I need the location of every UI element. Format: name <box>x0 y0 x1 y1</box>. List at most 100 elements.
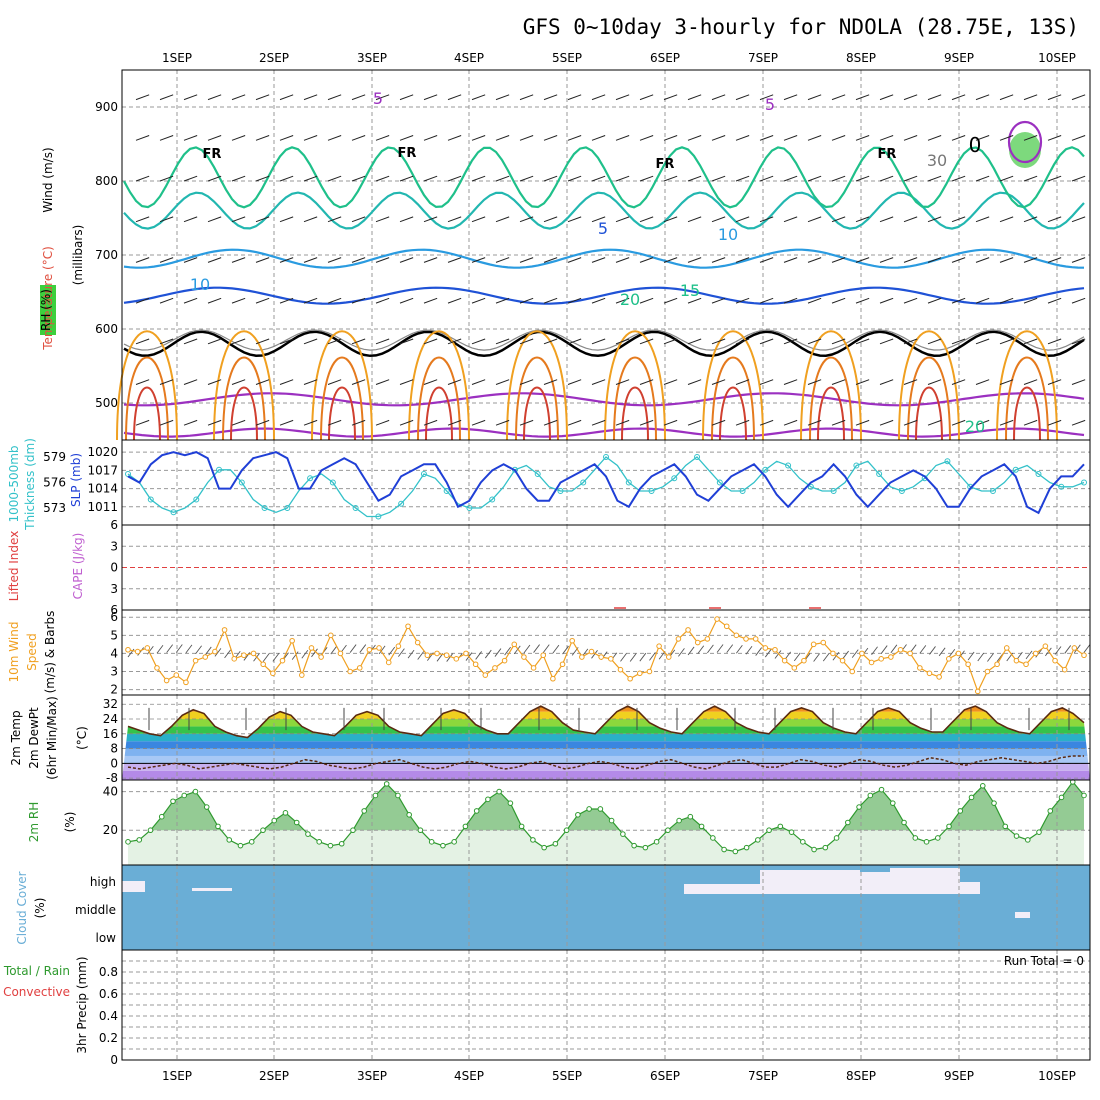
date-label-bottom: 9SEP <box>944 1069 974 1083</box>
wind-speed-point <box>579 654 585 660</box>
surface-wind-barb <box>224 649 231 659</box>
contour-label: 10 <box>190 275 210 294</box>
stability-tick: 3 <box>110 582 118 596</box>
rh-point <box>473 808 480 814</box>
surface-wind-barb <box>620 653 627 662</box>
wind-barb <box>231 379 246 385</box>
surface-wind-barb <box>851 649 859 658</box>
surface-wind-barb <box>764 648 772 658</box>
wind-barb <box>783 379 798 385</box>
wind-speed-point <box>318 654 324 660</box>
warm-dome <box>425 386 453 441</box>
surface-wind-barb <box>1025 650 1033 660</box>
wind-barb <box>663 216 678 223</box>
temp-band <box>122 755 1090 764</box>
wind-barb <box>711 94 726 101</box>
wind-barb <box>471 419 486 426</box>
surface-wind-barb <box>311 648 318 658</box>
wind-barb <box>855 338 870 345</box>
wind-barb <box>255 257 270 263</box>
temp-band <box>122 711 1090 720</box>
warm-dome <box>320 356 364 441</box>
thickness-point <box>489 496 496 503</box>
wind-barb <box>279 175 294 182</box>
panel-frame-precip <box>121 949 1091 1061</box>
wind-barb <box>279 94 294 101</box>
thickness-point <box>466 505 473 511</box>
wind-barb <box>183 175 198 182</box>
temp-tick: 32 <box>103 697 118 711</box>
wind-barb <box>927 419 942 426</box>
clear-sky-gap <box>192 888 232 891</box>
wind-barb <box>735 419 750 426</box>
wind-barb <box>615 94 630 101</box>
wind-speed-point <box>376 645 382 651</box>
wind-barb <box>879 338 894 345</box>
wind-barb <box>447 216 462 223</box>
wind-barb <box>183 338 198 345</box>
wind-barb <box>567 338 582 345</box>
thickness-point <box>648 488 655 494</box>
wind-barb <box>159 216 174 223</box>
warm-dome <box>604 330 666 441</box>
wind-barb <box>903 379 918 385</box>
thickness-point <box>238 479 245 486</box>
surface-wind-barb <box>629 653 637 662</box>
wind-barb <box>159 297 174 304</box>
wind-speed-point <box>694 639 701 646</box>
surface-wind-barb <box>398 648 405 657</box>
surface-wind-barb <box>707 644 714 654</box>
cloud-level-label: low <box>96 931 117 945</box>
pressure-tick: 500 <box>95 396 118 410</box>
slp-tick: 1017 <box>87 463 118 477</box>
rh-point <box>372 792 379 799</box>
wind-barb <box>447 338 462 345</box>
surface-wind-barb <box>736 644 743 654</box>
surface-wind-barb <box>871 646 878 655</box>
wind-barb <box>615 257 630 263</box>
wind-barb <box>903 257 918 263</box>
wind-barb <box>687 216 702 223</box>
wind-barb <box>423 379 438 385</box>
wind-speed-point <box>965 661 971 668</box>
surface-wind-barb <box>214 648 222 657</box>
wind-speed-point <box>627 675 633 682</box>
wind-speed-point <box>1032 650 1039 657</box>
surface-wind-barb <box>156 644 164 654</box>
wind-speed-point <box>1013 657 1020 664</box>
wind-barb <box>831 379 846 385</box>
isotherm-closed <box>1007 120 1043 164</box>
wind-barb <box>951 297 966 304</box>
wind-barb <box>399 94 414 101</box>
wind-speed-point <box>1081 652 1087 659</box>
wind-barb <box>663 338 678 345</box>
thickness-point <box>785 462 792 469</box>
wind-speed-point <box>617 666 624 673</box>
wind-barb <box>303 257 318 263</box>
wind-barb <box>951 175 966 182</box>
wind-barb <box>135 135 150 141</box>
rh-point <box>395 792 401 799</box>
wind-barb <box>1071 94 1086 101</box>
isotherm-20 <box>123 146 1085 209</box>
wind-speed-point <box>270 670 276 677</box>
precip-tick: 0.6 <box>99 987 118 1001</box>
pressure-tick: 900 <box>95 100 118 114</box>
thickness-point <box>694 454 701 460</box>
thickness-point <box>420 471 427 477</box>
wind-barb <box>495 338 510 345</box>
wind-barb <box>567 135 582 141</box>
wind-barb <box>183 257 198 263</box>
run-total: Run Total = 0 <box>1004 954 1084 968</box>
wind-barb <box>351 135 366 141</box>
thickness-point <box>625 479 632 486</box>
rh-point <box>979 782 986 789</box>
wind-barb <box>951 338 966 345</box>
thickness-point <box>830 488 837 494</box>
label-slp: SLP (mb) <box>69 453 83 507</box>
date-label-top: 7SEP <box>748 51 778 65</box>
thickness-point <box>1035 471 1042 477</box>
warm-dome <box>311 330 373 441</box>
wind-barb <box>255 419 270 426</box>
wind-barb <box>759 297 774 304</box>
